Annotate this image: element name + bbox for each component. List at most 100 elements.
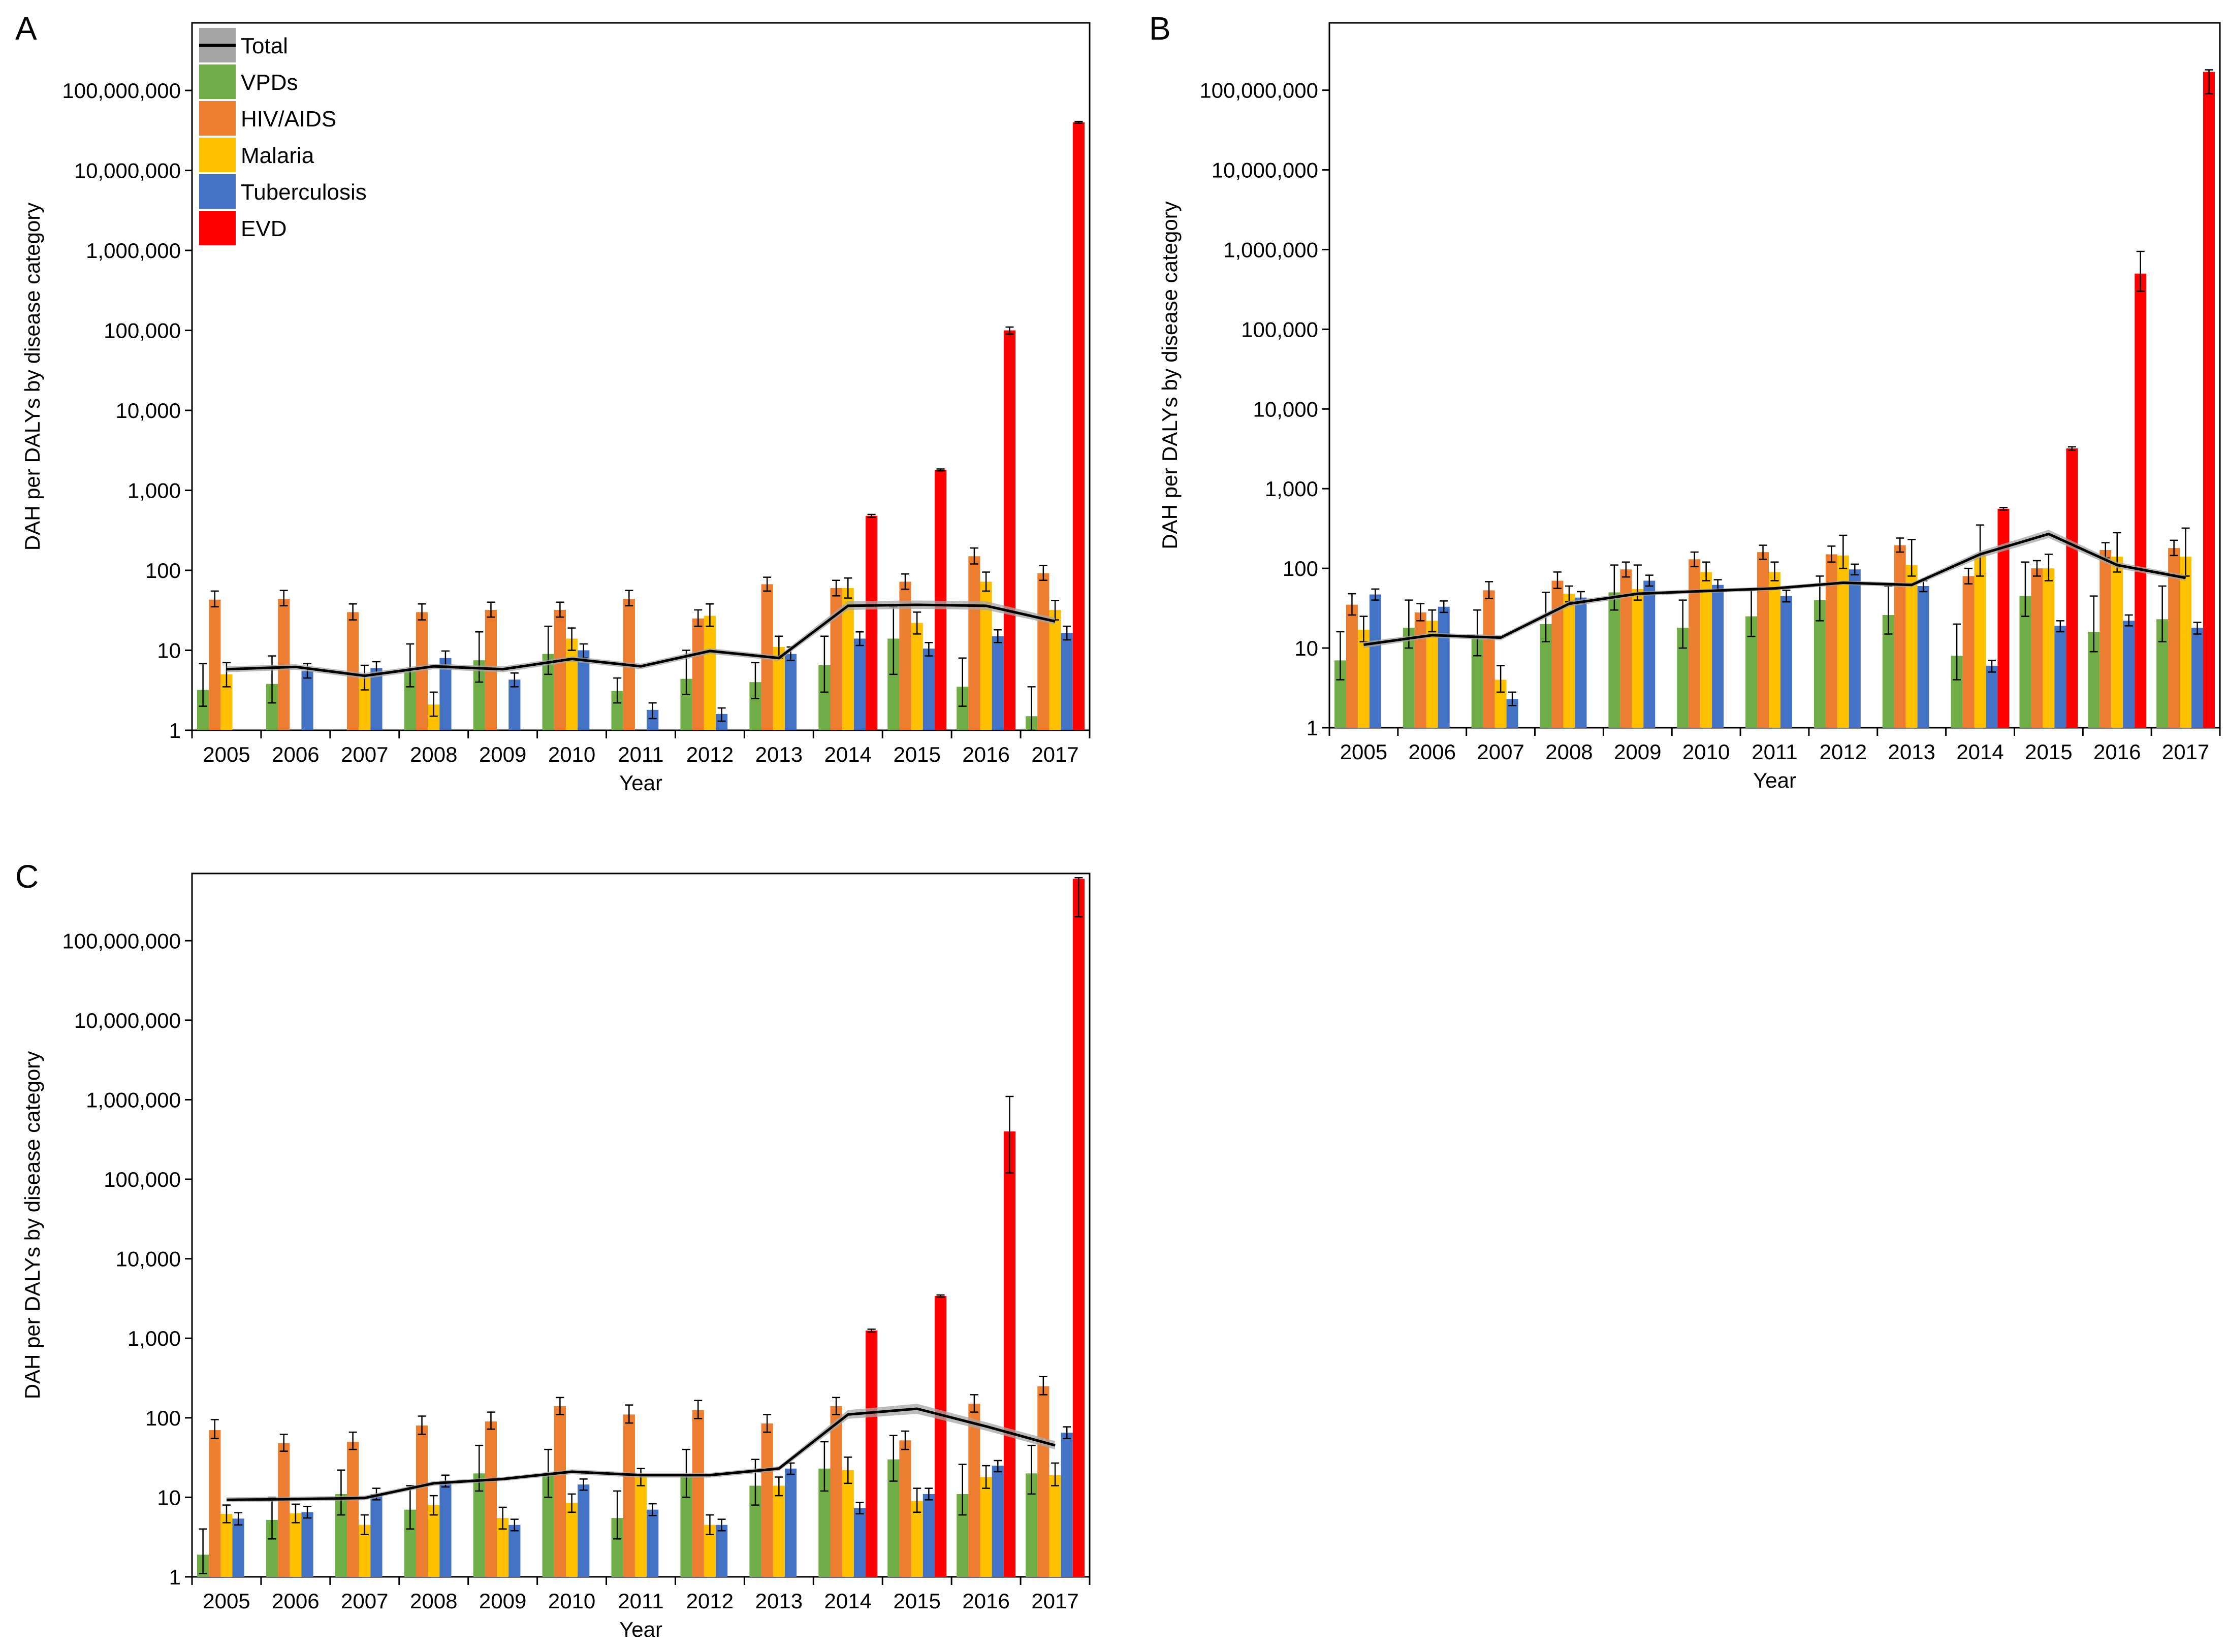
bar-hivaids-2007 — [1483, 590, 1495, 728]
x-axis-title: Year — [619, 1617, 662, 1641]
bar-hivaids-2005 — [209, 599, 221, 730]
x-tick-label: 2005 — [203, 742, 250, 766]
y-axis-title: DAH per DALYs by disease category — [20, 203, 44, 551]
bar-malaria-2016 — [980, 1477, 992, 1577]
y-tick-label: 1,000,000 — [86, 1088, 181, 1112]
x-tick-label: 2014 — [1956, 740, 2003, 764]
bar-hivaids-2006 — [278, 599, 290, 730]
bar-malaria-2012 — [704, 616, 716, 730]
legend-swatch-hivaids — [199, 101, 236, 136]
x-tick-label: 2007 — [341, 742, 388, 766]
x-tick-label: 2012 — [686, 742, 734, 766]
bar-malaria-2010 — [565, 1503, 578, 1577]
bar-vpds-2015 — [887, 638, 900, 730]
x-tick-label: 2011 — [1752, 740, 1797, 764]
bar-tuberculosis-2017 — [2191, 628, 2204, 728]
bar-vpds-2009 — [473, 660, 485, 730]
y-tick-label: 1,000,000 — [1223, 238, 1318, 262]
x-tick-label: 2009 — [479, 742, 526, 766]
bar-malaria-2014 — [842, 588, 854, 730]
legend-swatch-malaria — [199, 138, 236, 172]
y-tick-label: 10,000,000 — [74, 1009, 181, 1032]
y-tick-label: 100,000,000 — [62, 79, 181, 103]
bar-hivaids-2017 — [1037, 1386, 1049, 1577]
bar-vpds-2012 — [680, 1475, 692, 1577]
bar-tuberculosis-2007 — [370, 668, 383, 730]
bar-tuberculosis-2008 — [1575, 597, 1587, 728]
x-axis-title: Year — [619, 771, 662, 795]
bar-malaria-2006 — [1426, 621, 1438, 728]
bar-evd-2015 — [2066, 448, 2078, 728]
bar-hivaids-2008 — [416, 612, 428, 730]
bar-tuberculosis-2009 — [508, 1525, 521, 1577]
panel-label-a: A — [15, 10, 37, 47]
bar-vpds-2015 — [2019, 596, 2031, 728]
bar-vpds-2014 — [1951, 656, 1963, 728]
legend-swatch-tuberculosis — [199, 174, 236, 209]
bar-hivaids-2007 — [347, 1441, 359, 1577]
bar-malaria-2013 — [1905, 565, 1918, 728]
bar-tuberculosis-2009 — [1643, 580, 1656, 728]
y-tick-label: 100,000 — [1241, 317, 1318, 341]
x-tick-label: 2010 — [1682, 740, 1730, 764]
y-tick-label: 100 — [145, 559, 181, 582]
bar-malaria-2014 — [842, 1470, 854, 1577]
bar-hivaids-2017 — [1037, 573, 1049, 730]
bar-tuberculosis-2011 — [647, 1509, 659, 1577]
bar-tuberculosis-2006 — [1438, 606, 1450, 728]
bar-vpds-2011 — [611, 1518, 623, 1577]
x-tick-label: 2017 — [1031, 742, 1078, 766]
bar-malaria-2009 — [497, 1518, 509, 1577]
x-tick-label: 2005 — [203, 1589, 250, 1613]
bar-malaria-2011 — [634, 1477, 647, 1577]
bar-evd-2015 — [934, 470, 947, 730]
bar-hivaids-2015 — [899, 1440, 911, 1577]
bar-hivaids-2016 — [968, 556, 980, 730]
bar-vpds-2006 — [266, 1519, 278, 1577]
bar-tuberculosis-2015 — [922, 1494, 935, 1577]
y-tick-label: 1 — [169, 1565, 181, 1589]
x-axis-title: Year — [1753, 768, 1796, 792]
y-tick-label: 10,000 — [1253, 397, 1318, 421]
bar-malaria-2016 — [2111, 557, 2123, 728]
legend-swatch-evd — [199, 211, 236, 245]
bar-vpds-2015 — [887, 1459, 900, 1577]
bar-malaria-2009 — [1632, 589, 1644, 728]
bar-tuberculosis-2010 — [578, 1484, 590, 1577]
bar-evd-2015 — [934, 1296, 947, 1577]
x-tick-label: 2013 — [755, 742, 803, 766]
bar-vpds-2010 — [542, 654, 554, 730]
bar-tuberculosis-2011 — [647, 709, 659, 730]
bar-hivaids-2010 — [1689, 559, 1701, 728]
bar-malaria-2007 — [359, 678, 371, 730]
bar-malaria-2008 — [428, 1505, 440, 1577]
bar-hivaids-2010 — [554, 1406, 566, 1577]
bar-tuberculosis-2016 — [992, 1466, 1004, 1577]
bar-vpds-2017 — [1026, 1473, 1038, 1577]
x-tick-label: 2017 — [2162, 740, 2209, 764]
x-tick-label: 2015 — [893, 742, 940, 766]
bar-hivaids-2011 — [623, 1414, 635, 1577]
bar-tuberculosis-2014 — [853, 638, 866, 730]
bar-vpds-2012 — [1814, 600, 1826, 728]
bar-tuberculosis-2017 — [1061, 1433, 1073, 1577]
x-tick-label: 2009 — [479, 1589, 526, 1613]
chart-panel-c: 1 10 100 1,000 10,000 100,000 1,000,000 10,000,… — [20, 872, 1091, 1641]
bar-vpds-2010 — [1677, 628, 1689, 728]
bar-vpds-2006 — [1403, 628, 1415, 728]
bar-tuberculosis-2008 — [439, 1481, 452, 1577]
bar-hivaids-2005 — [1346, 604, 1358, 728]
bar-tuberculosis-2015 — [2054, 626, 2066, 728]
bar-malaria-2007 — [359, 1525, 371, 1577]
y-tick-label: 10 — [1294, 636, 1318, 660]
bar-malaria-2006 — [290, 1513, 302, 1577]
x-tick-label: 2006 — [1409, 740, 1456, 764]
bar-hivaids-2014 — [830, 588, 842, 730]
y-tick-label: 100 — [1283, 557, 1318, 580]
x-tick-label: 2006 — [272, 1589, 319, 1613]
x-tick-label: 2016 — [962, 742, 1009, 766]
bar-tuberculosis-2006 — [301, 671, 313, 730]
total-line — [226, 1407, 1056, 1501]
bar-tuberculosis-2011 — [1780, 596, 1792, 728]
